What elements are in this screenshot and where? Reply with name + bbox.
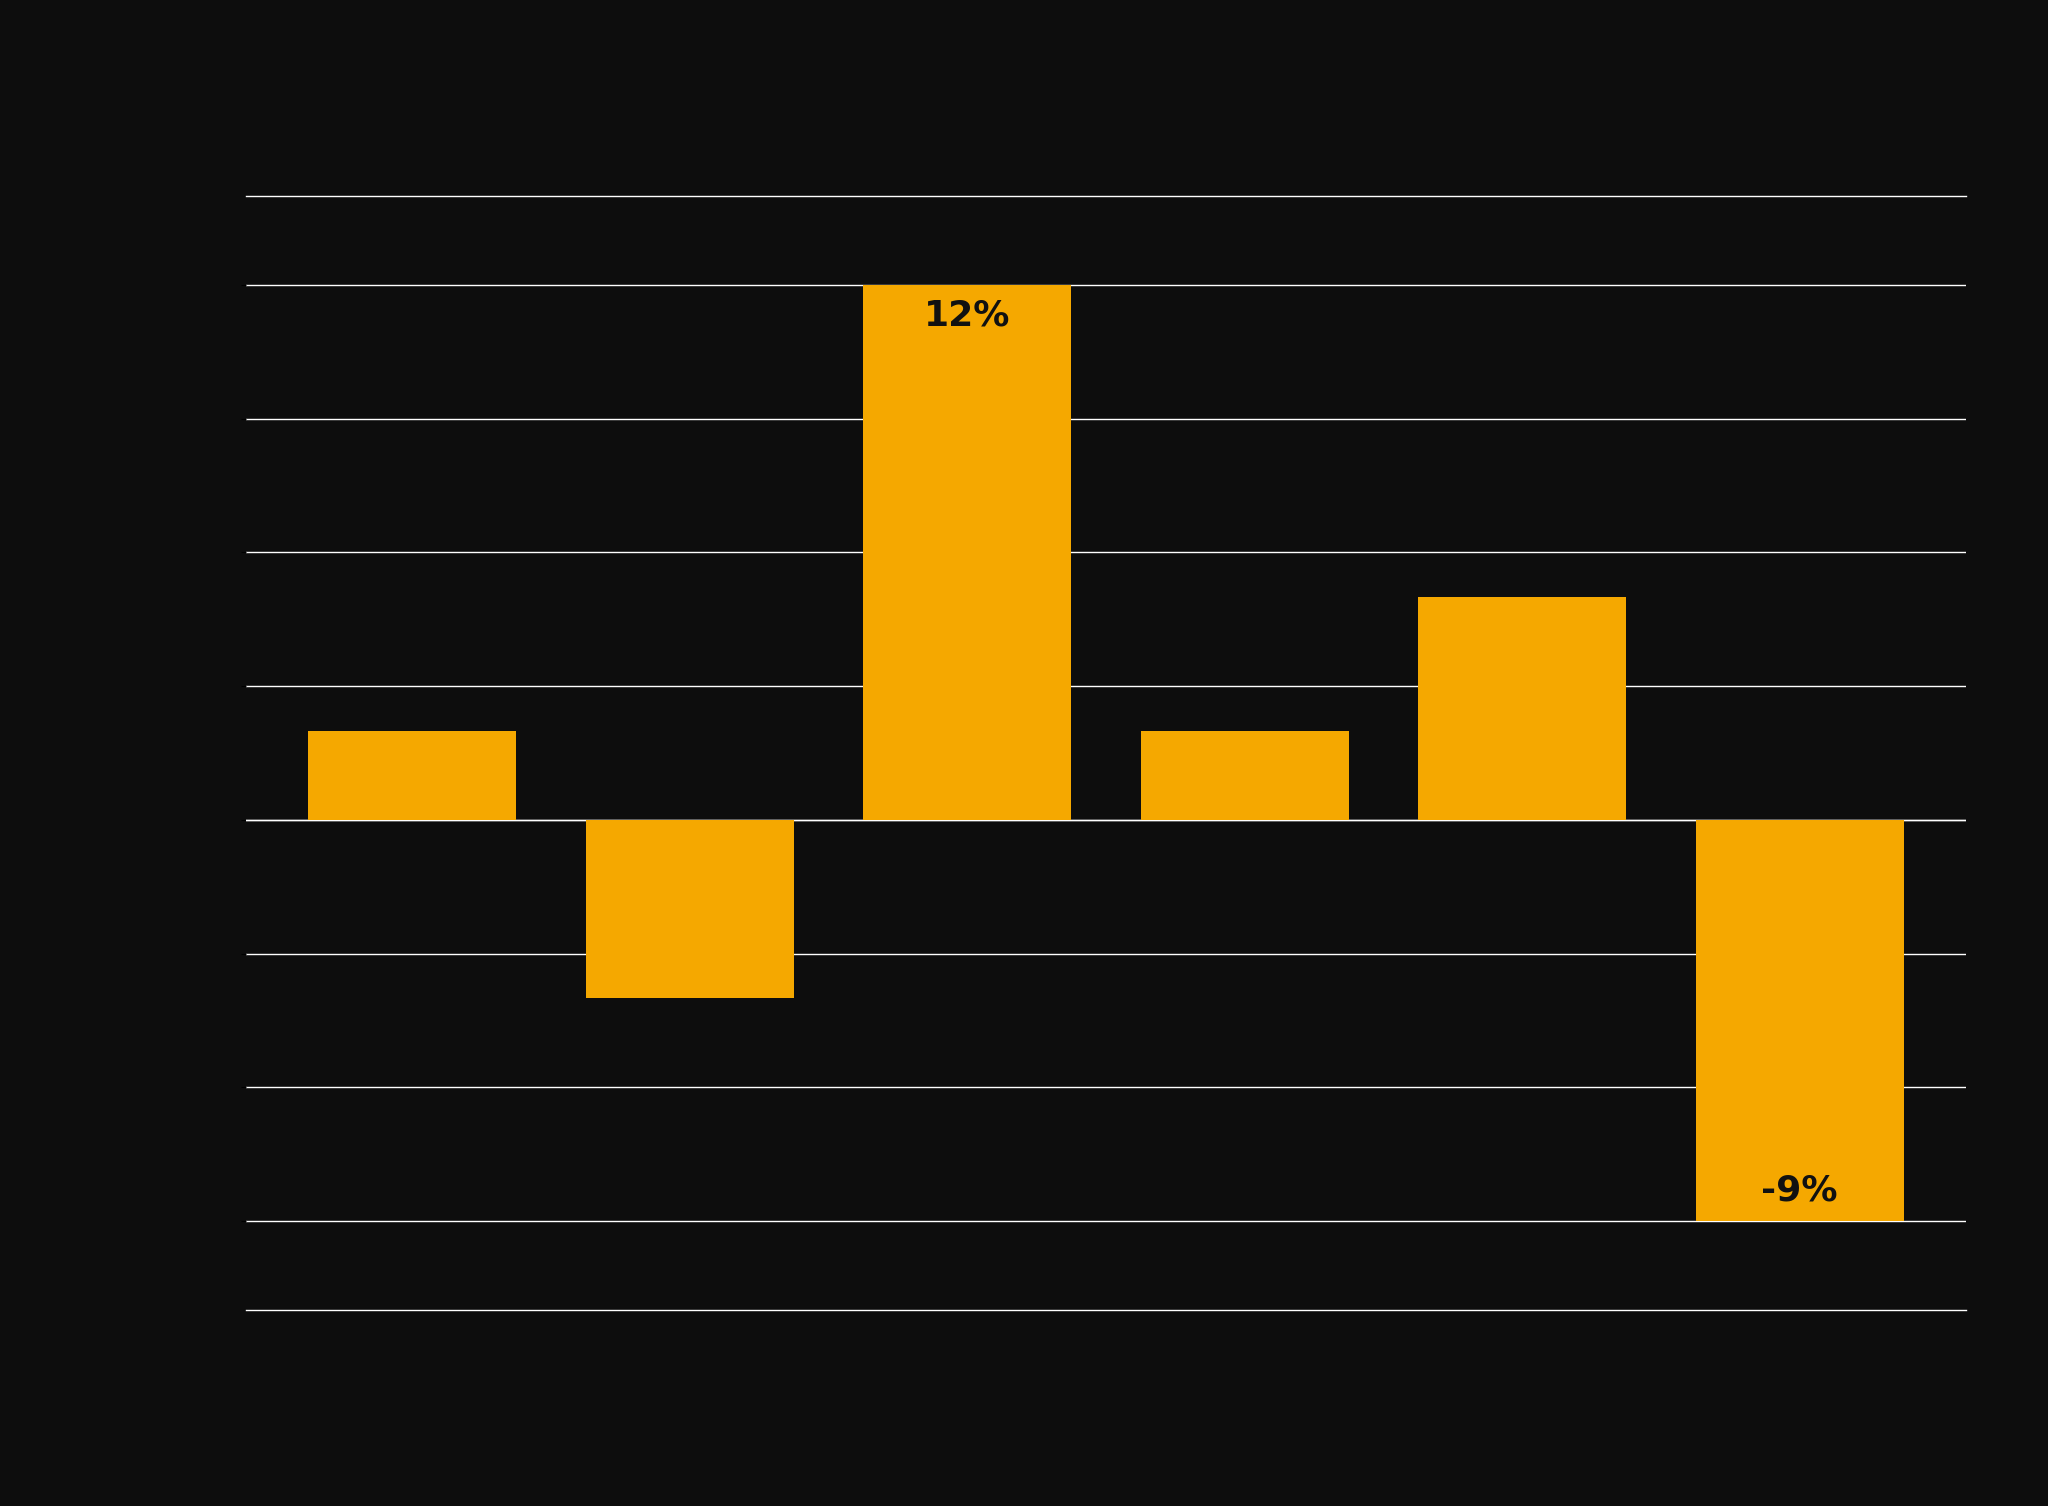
Text: 12%: 12% [924,298,1010,333]
Bar [1141,730,1350,819]
Bar [586,819,795,998]
Text: -9%: -9% [1761,1173,1837,1208]
Bar [1417,596,1626,819]
Bar [307,730,516,819]
Bar [862,285,1071,819]
Bar [1696,819,1905,1221]
